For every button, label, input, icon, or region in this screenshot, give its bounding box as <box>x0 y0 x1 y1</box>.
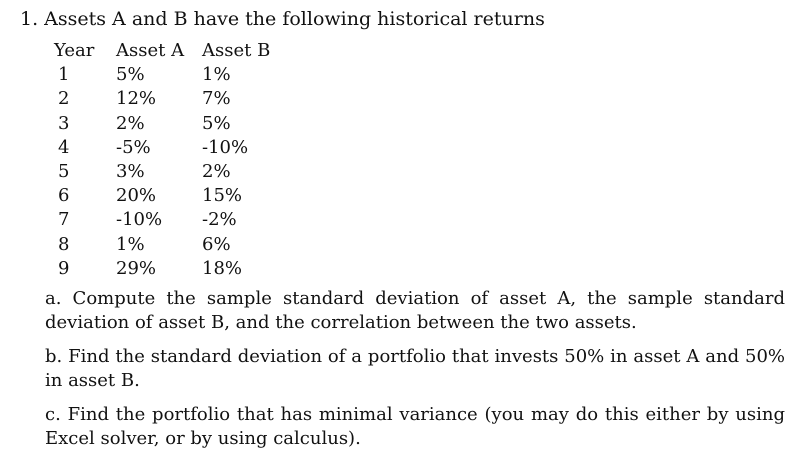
table-header-row: Year Asset A Asset B <box>54 39 270 63</box>
table-row: 9 29% 18% <box>54 257 270 281</box>
cell-asset-a: 29% <box>116 257 157 279</box>
table-row: 8 1% 6% <box>54 233 270 257</box>
returns-table: Year Asset A Asset B 1 5% 1% 2 12% 7% 3 … <box>54 39 270 281</box>
cell-year: 8 <box>58 233 70 255</box>
header-asset-b: Asset B <box>202 40 271 61</box>
cell-asset-a: 5% <box>116 64 145 86</box>
cell-asset-a: 3% <box>116 161 145 183</box>
table-row: 5 3% 2% <box>54 160 270 184</box>
cell-year: 6 <box>58 185 70 207</box>
cell-year: 1 <box>58 64 70 86</box>
cell-asset-b: 7% <box>202 88 231 110</box>
cell-asset-a: 2% <box>116 112 145 134</box>
cell-year: 9 <box>58 257 70 279</box>
cell-asset-b: -10% <box>202 136 249 158</box>
cell-asset-b: 5% <box>202 112 231 134</box>
table-row: 6 20% 15% <box>54 184 270 208</box>
part-a-text: a. Compute the sample standard deviation… <box>45 288 785 333</box>
cell-asset-b: 6% <box>202 233 231 255</box>
cell-asset-a: 1% <box>116 233 145 255</box>
cell-year: 4 <box>58 136 70 158</box>
cell-asset-b: -2% <box>202 209 237 231</box>
question-title: 1. Assets A and B have the following his… <box>20 8 545 30</box>
table-row: 4 -5% -10% <box>54 136 270 160</box>
cell-year: 5 <box>58 161 70 183</box>
header-year: Year <box>54 40 95 61</box>
part-c-text: c. Find the portfolio that has minimal v… <box>45 404 785 449</box>
cell-asset-a: 12% <box>116 88 157 110</box>
cell-year: 7 <box>58 209 70 231</box>
table-row: 1 5% 1% <box>54 63 270 87</box>
cell-asset-a: -10% <box>116 209 163 231</box>
table-row: 7 -10% -2% <box>54 208 270 232</box>
cell-asset-a: -5% <box>116 136 151 158</box>
cell-asset-a: 20% <box>116 185 157 207</box>
table-row: 2 12% 7% <box>54 87 270 111</box>
cell-asset-b: 1% <box>202 64 231 86</box>
table-row: 3 2% 5% <box>54 112 270 136</box>
cell-asset-b: 18% <box>202 257 243 279</box>
cell-year: 3 <box>58 112 70 134</box>
part-b-text: b. Find the standard deviation of a port… <box>45 346 785 391</box>
cell-asset-b: 15% <box>202 185 243 207</box>
cell-asset-b: 2% <box>202 161 231 183</box>
cell-year: 2 <box>58 88 70 110</box>
header-asset-a: Asset A <box>116 40 185 61</box>
